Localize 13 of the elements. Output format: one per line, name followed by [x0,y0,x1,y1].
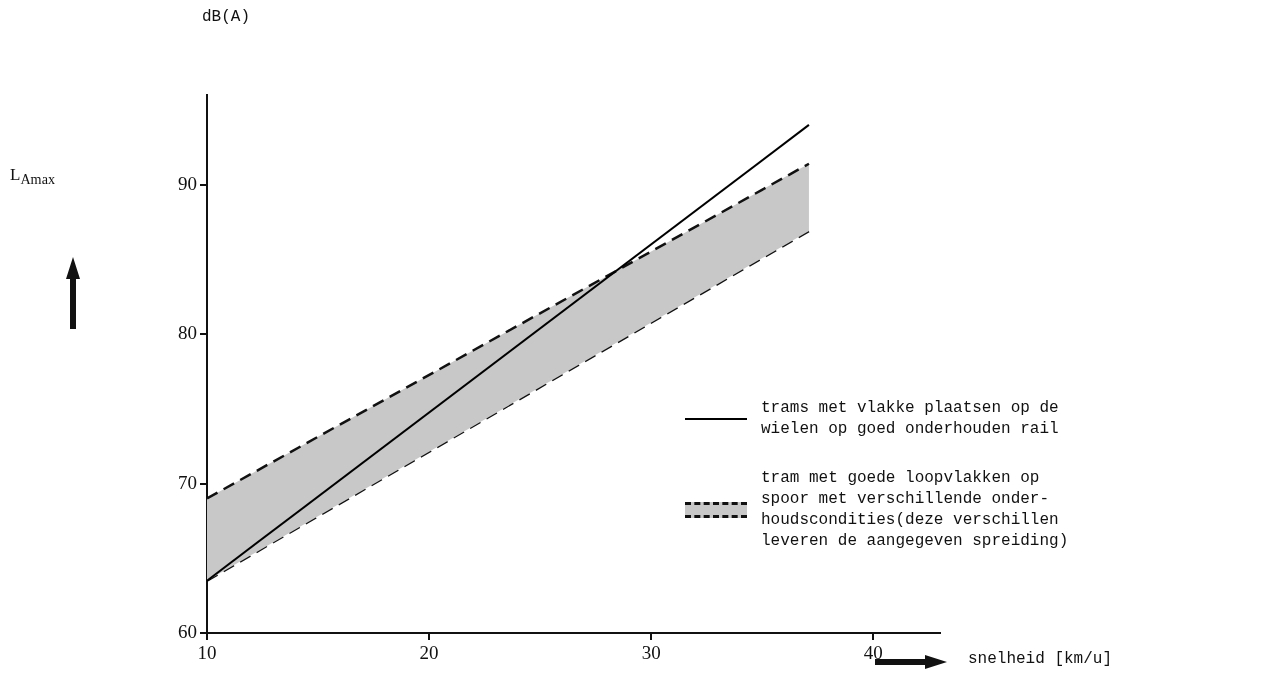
text: L$_{Amax}$ [10,165,55,189]
y-tick-label: 60 [178,620,197,642]
y-tick-label: 90 [178,172,197,194]
text: dB(A) [202,8,251,26]
y-tick-label: 80 [178,322,197,344]
x-axis-title: snelheid [km/u] [968,650,1113,668]
legend-label: tram met goede loopvlakken op spoor met verschillende onder-houdscondities(deze verschillen leveren de aangegeven spreiding) [761,468,1070,552]
y-tick-label: 70 [178,471,197,493]
legend-label: trams met vlakke plaatsen op de wielen op goed onderhouden rail [761,398,1059,440]
x-tick-label: 20 [419,642,439,664]
x-tick-label: 30 [641,642,661,664]
x-tick-label: 10 [197,642,217,664]
x-tick-label: 40 [863,642,883,664]
